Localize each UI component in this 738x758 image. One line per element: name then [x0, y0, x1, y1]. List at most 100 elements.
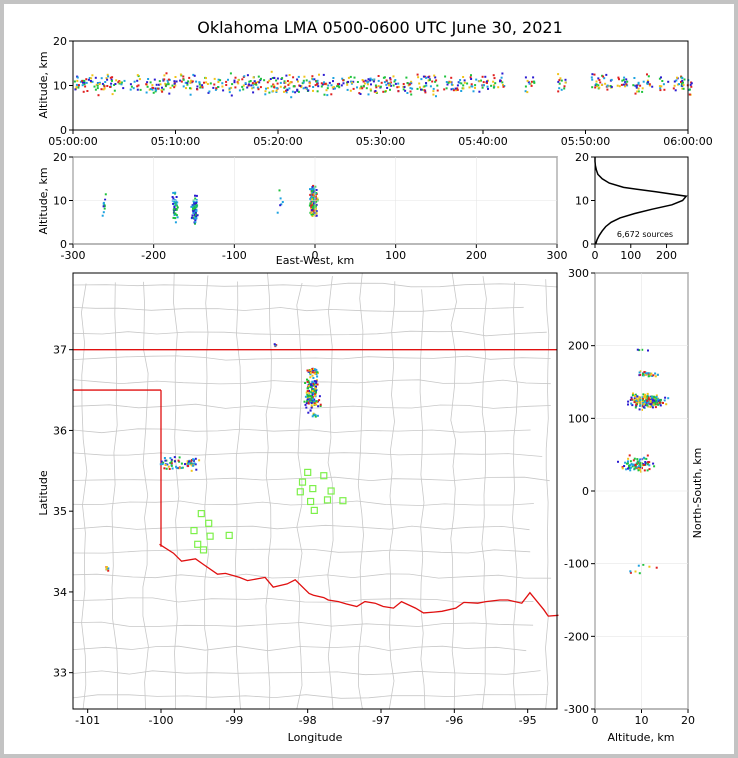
time-height-source	[478, 90, 481, 93]
ns-source	[634, 393, 637, 396]
time-height-source	[113, 89, 116, 92]
map-source	[178, 456, 181, 459]
time-height-source	[205, 77, 207, 80]
map-source	[310, 390, 313, 393]
time-height-source	[228, 91, 231, 94]
ew-source	[311, 215, 314, 217]
time-height-source	[603, 77, 606, 80]
ew-source	[311, 186, 314, 189]
ew-source	[309, 188, 311, 191]
ns-source	[641, 397, 644, 400]
time-height-source	[275, 79, 278, 82]
ns-source	[621, 467, 624, 470]
time-height-source	[111, 93, 114, 96]
ns-source	[658, 402, 661, 405]
time-height-source	[433, 74, 436, 77]
time-height-source	[526, 79, 529, 82]
lma-station-marker	[225, 531, 233, 540]
time-height-source	[377, 79, 380, 82]
map-source	[187, 460, 190, 463]
ew-source	[279, 204, 282, 207]
map-source	[304, 395, 307, 398]
time-height-source	[164, 82, 167, 85]
map-source	[312, 393, 315, 396]
time-height-source	[456, 88, 459, 91]
time-height-source	[610, 85, 613, 88]
time-height-source	[524, 85, 527, 88]
time-height-source	[410, 93, 413, 96]
time-height-source	[445, 87, 448, 90]
ew-source	[173, 209, 175, 212]
time-height-source	[308, 85, 311, 88]
map-source	[313, 400, 316, 403]
time-height-source	[625, 83, 628, 86]
time-height-source	[480, 79, 482, 82]
time-height-source	[411, 87, 414, 90]
time-height-source	[326, 94, 329, 97]
ns-source	[648, 468, 651, 471]
time-height-source	[296, 88, 299, 91]
time-height-source	[196, 88, 199, 91]
map-axes: -101 -100 -99 -98 -97 -96 -95 33 34 35 36 37	[53, 344, 537, 727]
time-height-source	[454, 87, 457, 90]
ns-source	[642, 395, 645, 398]
time-height-source	[186, 81, 189, 84]
map-source	[306, 378, 308, 381]
time-height-source	[306, 87, 308, 90]
map-source	[315, 382, 318, 384]
ew-source	[174, 217, 177, 220]
time-height-source	[259, 79, 262, 82]
time-height-source	[590, 76, 593, 79]
time-height-source	[147, 78, 150, 80]
ew-source	[176, 216, 179, 219]
ns-source	[642, 563, 645, 566]
time-height-source	[250, 84, 253, 87]
time-height-source	[458, 81, 461, 84]
ns-source	[649, 395, 652, 398]
time-height-source	[326, 87, 329, 90]
ns-y-tick-label: 300	[568, 267, 589, 280]
time-height-source	[287, 83, 290, 86]
time-height-source	[192, 73, 195, 76]
time-height-source	[626, 80, 629, 83]
time-height-source	[114, 83, 117, 85]
time-height-source	[605, 73, 608, 76]
time-height-source	[311, 75, 314, 78]
time-height-source	[167, 78, 170, 81]
ns-source	[623, 465, 626, 467]
time-height-source	[341, 77, 344, 80]
time-height-source	[103, 87, 106, 90]
map-source	[313, 384, 316, 387]
time-height-source	[242, 88, 245, 91]
time-height-source	[397, 85, 400, 88]
ns-source	[644, 461, 647, 463]
map-source	[162, 461, 165, 464]
ew-source	[311, 193, 314, 196]
ns-height-sources	[617, 348, 670, 575]
map-source	[307, 385, 310, 388]
ew-source	[195, 209, 198, 212]
time-height-source	[402, 83, 405, 85]
ew-y-tick-label: 20	[53, 151, 67, 164]
time-height-source	[396, 86, 399, 89]
time-height-source	[428, 79, 431, 81]
time-height-source	[264, 90, 267, 93]
county-line	[357, 272, 364, 710]
ns-source	[653, 396, 656, 399]
time-height-source	[215, 87, 218, 90]
ns-source	[665, 403, 668, 406]
time-height-source	[228, 87, 231, 90]
county-line	[419, 289, 426, 710]
time-height-source	[372, 80, 375, 83]
ew-source	[192, 212, 195, 214]
ns-source	[628, 467, 631, 470]
time-height-source	[288, 82, 291, 85]
time-height-source	[201, 86, 204, 89]
time-height-source	[182, 78, 185, 81]
time-height-source	[434, 76, 437, 79]
time-height-source	[195, 80, 198, 83]
time-height-source	[369, 79, 372, 82]
ew-source	[309, 202, 312, 205]
time-height-source	[285, 74, 288, 77]
time-height-source	[558, 82, 561, 85]
